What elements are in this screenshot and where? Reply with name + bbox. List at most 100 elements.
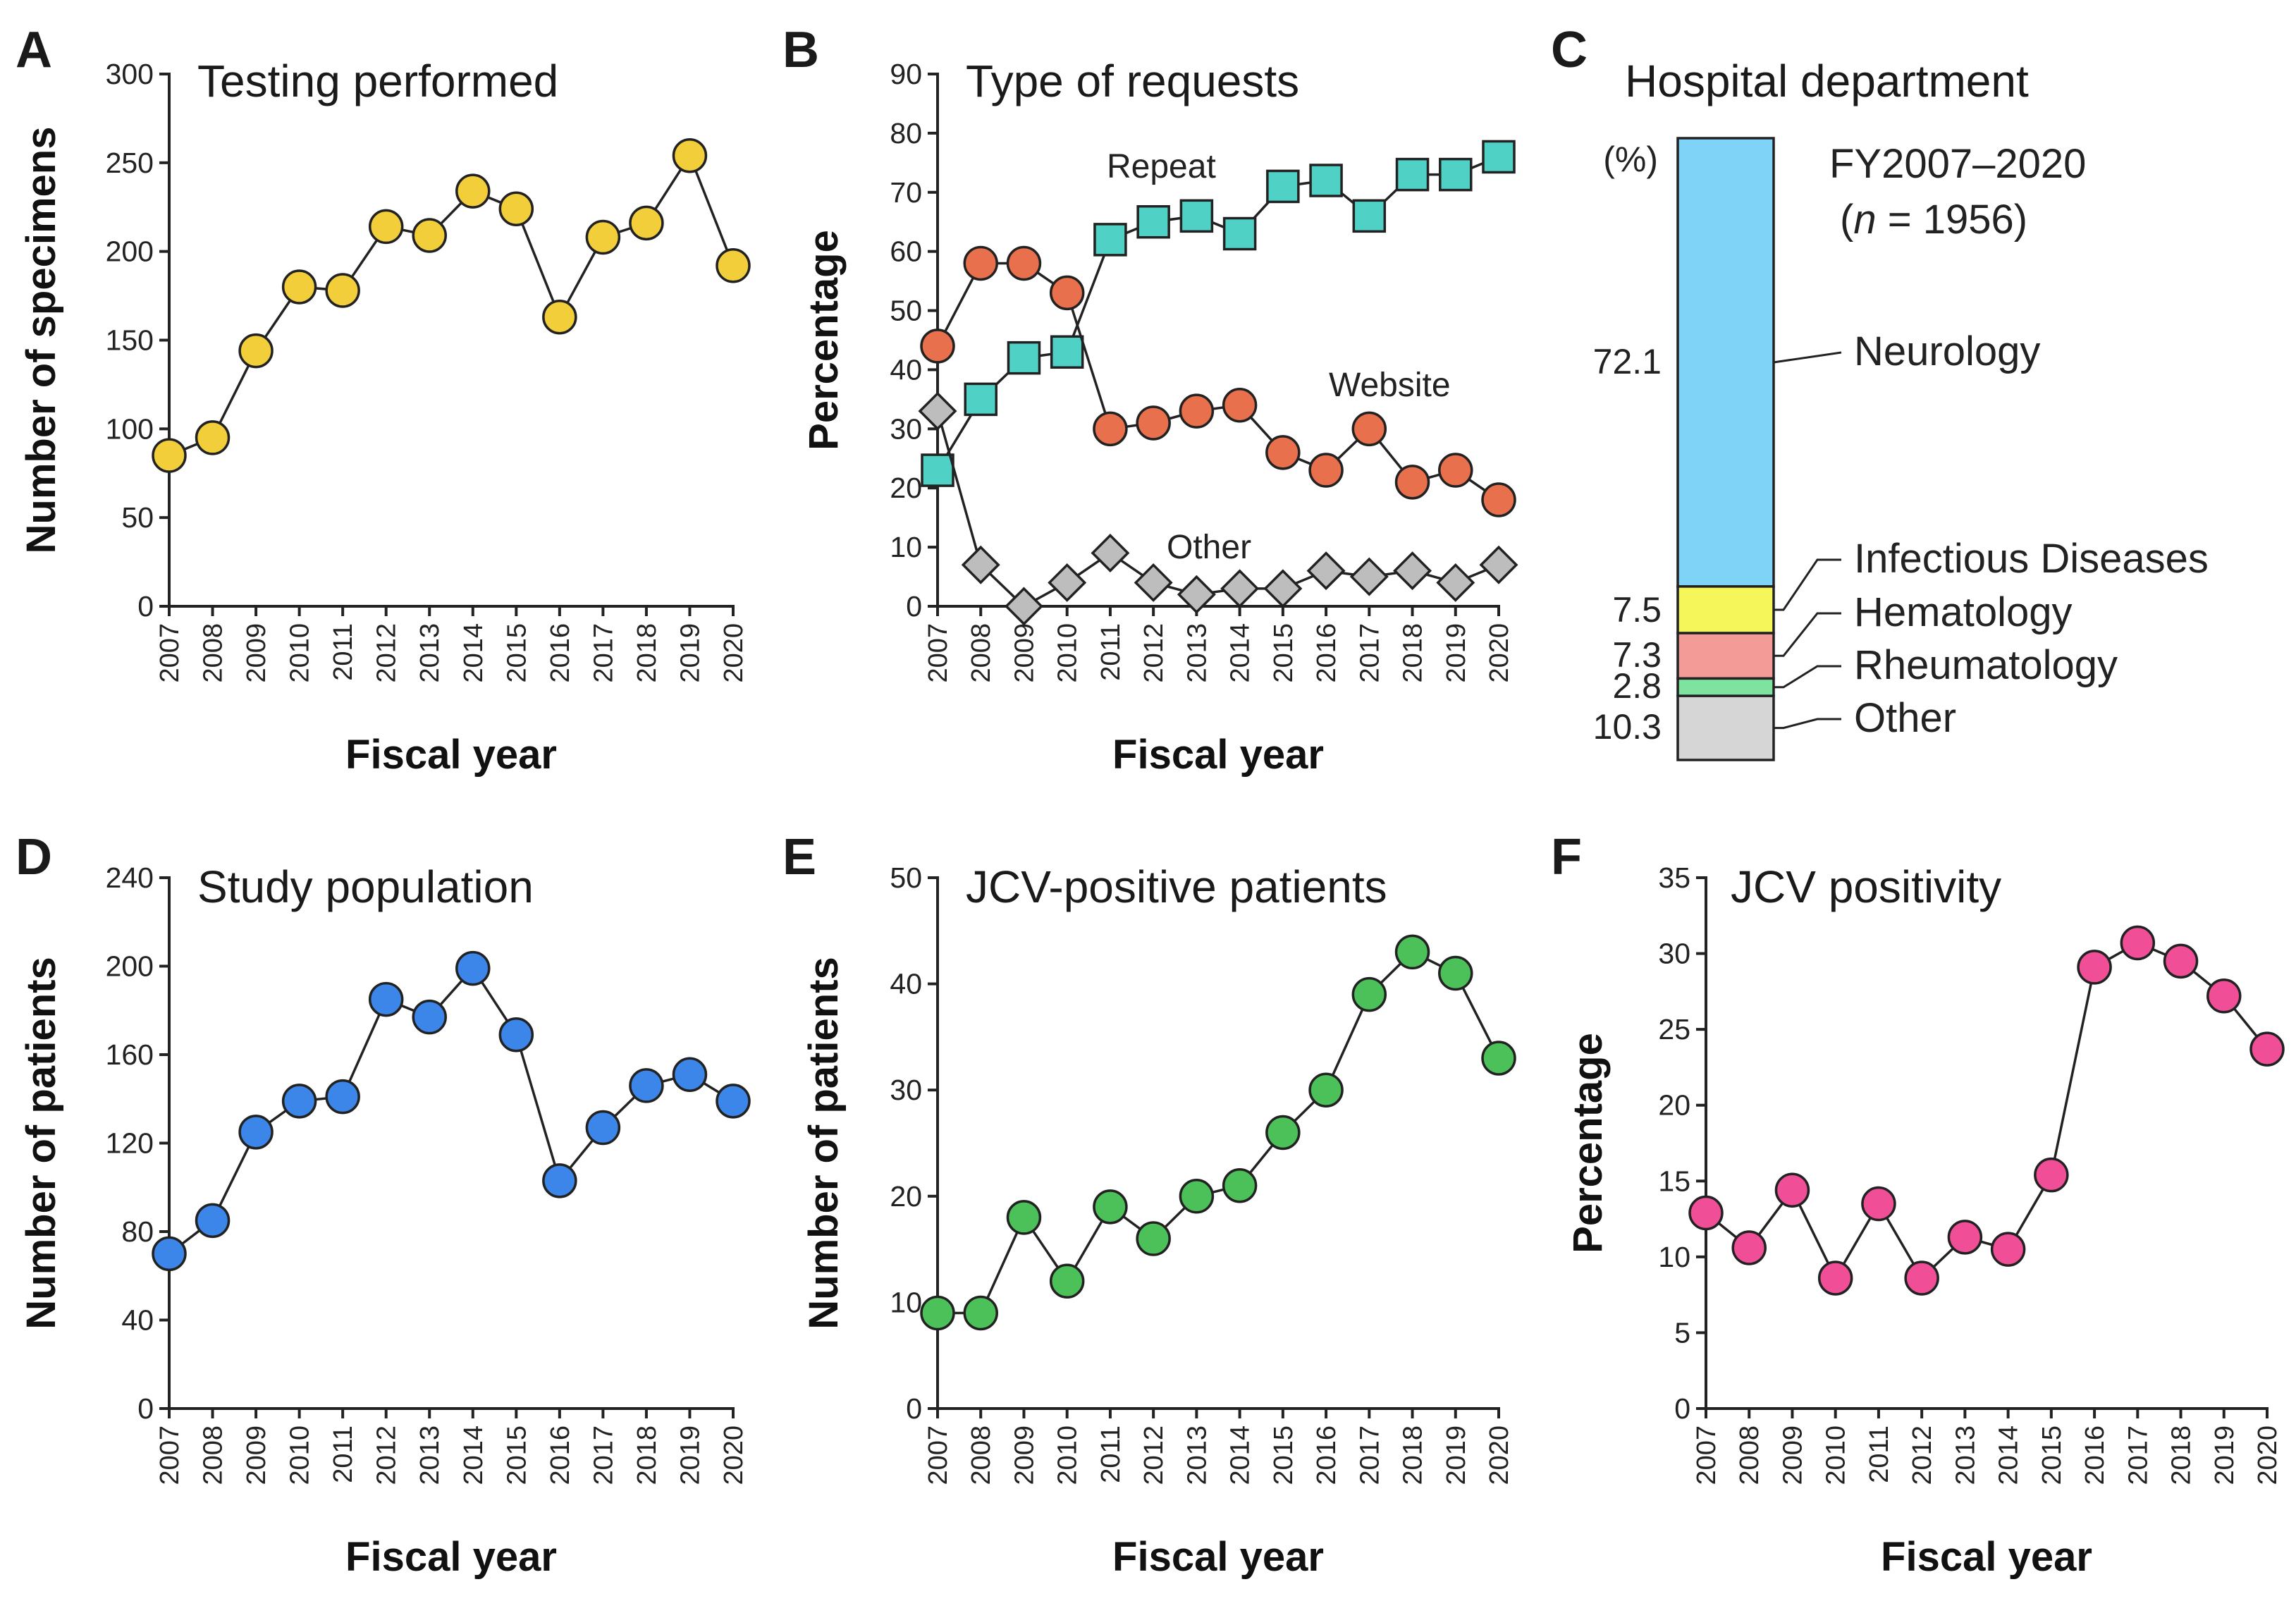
data-point-other (1479, 545, 1518, 584)
x-tick-label: 2020 (1485, 623, 1514, 683)
x-tick-label: 2019 (1442, 1425, 1471, 1485)
data-point-website (1265, 435, 1301, 470)
x-tick-label: 2007 (923, 623, 953, 683)
y-tick-label: 70 (890, 176, 922, 209)
y-tick-label: 50 (890, 295, 922, 327)
segment-value-infectious-diseases: 7.5 (1612, 590, 1662, 630)
data-point-positivity (1990, 1232, 2026, 1267)
x-tick-label: 2014 (1226, 623, 1256, 683)
y-tick-label: 20 (1658, 1089, 1690, 1122)
y-tick-label: 40 (121, 1304, 154, 1337)
x-tick-label: 2010 (1822, 1425, 1851, 1485)
x-tick-label: 2016 (546, 623, 575, 683)
data-point-jcv-positive (920, 1295, 955, 1331)
x-tick-label: 2013 (415, 1425, 445, 1485)
panel-b-type-of-requests: B Type of requests 0 10 20 30 40 50 60 70 80 90 2007… (782, 22, 1518, 778)
data-point-patients (455, 950, 491, 986)
data-point-other (961, 545, 1000, 584)
x-tick-label: 2017 (1355, 1425, 1385, 1485)
y-tick-label: 90 (890, 58, 922, 90)
data-point-repeat (1179, 199, 1214, 233)
y-axis-label: Percentage (1565, 1033, 1611, 1253)
data-point-patients (716, 1084, 751, 1119)
y-tick-label: 0 (137, 590, 154, 622)
panel-letter: B (782, 22, 819, 78)
note-period: FY2007–2020 (1829, 141, 2086, 187)
x-tick-label: 2011 (1865, 1425, 1894, 1483)
data-point-jcv-positive (1394, 934, 1430, 970)
data-point-repeat (1093, 223, 1127, 257)
x-tick-label: 2012 (1139, 1425, 1169, 1485)
x-tick-label: 2017 (589, 623, 618, 683)
data-point-positivity (1861, 1186, 1896, 1222)
y-tick-label: 50 (890, 861, 922, 894)
data-point-positivity (2120, 925, 2156, 961)
x-tick-label: 2009 (242, 623, 271, 683)
data-point-jcv-positive (1351, 976, 1387, 1012)
y-tick-label: 30 (1658, 938, 1690, 970)
panel-letter: C (1551, 22, 1588, 78)
x-tick-label: 2017 (1355, 623, 1385, 683)
data-point-patients (325, 1079, 360, 1115)
x-tick-label: 2008 (199, 623, 228, 683)
data-point-other (1048, 563, 1087, 602)
segment-label-neurology: Neurology (1854, 329, 2040, 374)
segment-value-neurology: 72.1 (1593, 342, 1662, 381)
y-tick-label: 35 (1658, 861, 1690, 894)
x-tick-label: 2020 (719, 1425, 749, 1485)
x-tick-label: 2016 (1312, 1425, 1342, 1485)
data-point-specimens (629, 205, 664, 241)
x-tick-label: 2012 (1139, 623, 1169, 683)
bar-segment-neurology (1676, 137, 1775, 588)
data-point-jcv-positive (1049, 1263, 1085, 1299)
y-tick-label: 250 (106, 147, 154, 179)
y-tick-label: 40 (890, 968, 922, 1000)
chart-title: Hospital department (1625, 56, 2029, 106)
series-line-repeat (936, 155, 1499, 471)
segment-value-hematology: 7.3 (1612, 635, 1662, 675)
x-axis-label: Fiscal year (1881, 1534, 2092, 1580)
x-tick-label: 2008 (1735, 1425, 1764, 1485)
x-tick-label: 2013 (415, 623, 445, 683)
y-tick-label: 300 (106, 58, 154, 90)
data-point-website (1006, 245, 1042, 281)
data-point-specimens (152, 438, 187, 473)
x-tick-label: 2015 (502, 1425, 532, 1485)
x-tick-label: 2011 (329, 623, 358, 681)
x-tick-label: 2014 (459, 1425, 489, 1485)
data-point-website (1308, 453, 1344, 488)
segment-label-rheumatology: Rheumatology (1854, 642, 2118, 688)
y-tick-label: 60 (890, 235, 922, 268)
y-axis-label: Number of specimens (18, 127, 64, 554)
data-point-other (1393, 551, 1432, 591)
data-point-repeat (1395, 157, 1430, 192)
bar-segment-rheumatology (1676, 677, 1775, 697)
x-tick-label: 2012 (372, 623, 402, 683)
x-axis-label: Fiscal year (345, 1534, 557, 1580)
data-point-website (1136, 405, 1171, 441)
data-point-patients (498, 1017, 534, 1053)
data-point-other (1306, 551, 1346, 591)
x-tick-label: 2018 (632, 623, 662, 683)
y-tick-label: 160 (106, 1038, 154, 1071)
segment-value-rheumatology: 2.8 (1612, 666, 1662, 706)
data-point-jcv-positive (1481, 1041, 1516, 1076)
x-tick-label: 2013 (1182, 623, 1212, 683)
data-point-specimens (716, 248, 751, 283)
y-tick-label: 30 (890, 1074, 922, 1106)
data-point-specimens (281, 269, 317, 305)
y-tick-label: 80 (121, 1215, 154, 1248)
x-tick-label: 2008 (966, 1425, 996, 1485)
data-point-repeat (1309, 164, 1343, 197)
x-tick-label: 2013 (1951, 1425, 1980, 1485)
data-point-positivity (1774, 1172, 1810, 1208)
data-point-positivity (2077, 950, 2112, 985)
data-point-website (1481, 482, 1516, 517)
data-point-repeat (1266, 169, 1300, 204)
data-point-positivity (2249, 1031, 2285, 1067)
y-tick-label: 50 (121, 501, 154, 534)
data-point-website (963, 245, 998, 281)
note-sample-size: (n = 1956) (1840, 197, 2027, 243)
connector-other (1774, 718, 1841, 730)
y-tick-label: 40 (890, 353, 922, 386)
